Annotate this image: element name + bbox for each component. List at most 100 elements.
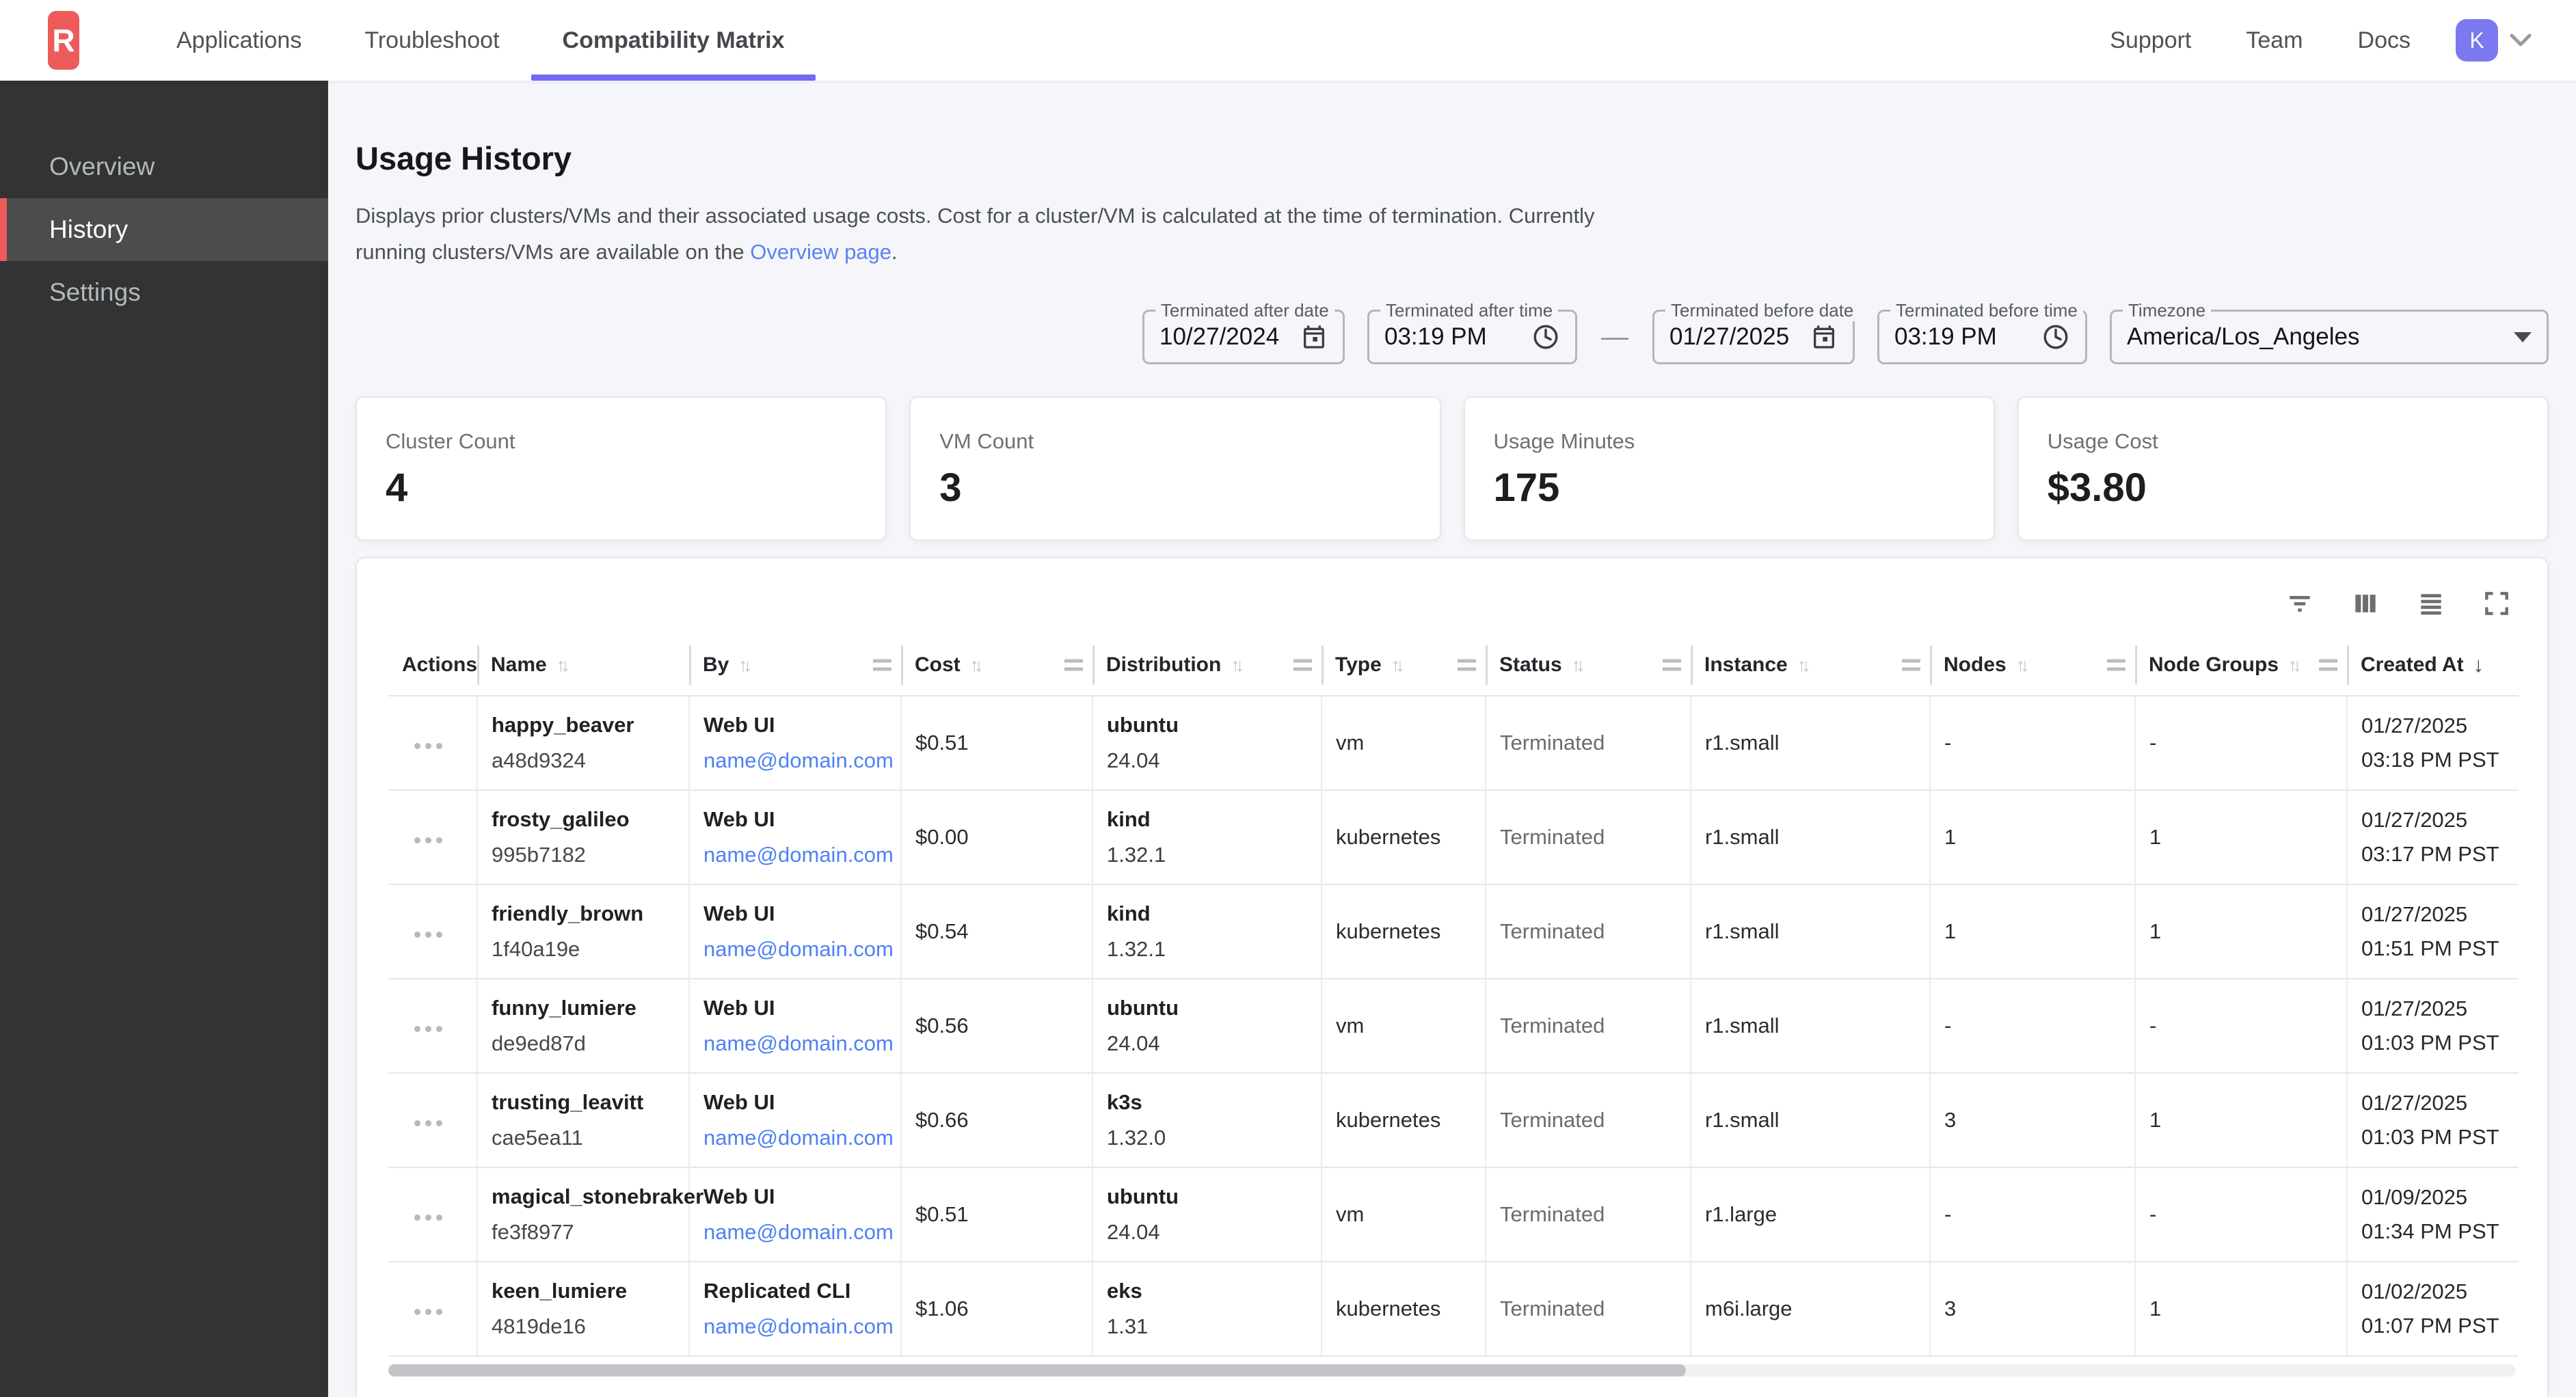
- sort-icon[interactable]: ↑↓: [1231, 654, 1244, 675]
- row-actions-button[interactable]: [407, 736, 449, 756]
- row-actions-button[interactable]: [407, 830, 449, 850]
- column-menu-icon[interactable]: [1064, 659, 1083, 671]
- row-actions-button[interactable]: [407, 925, 449, 945]
- status-cell: Terminated: [1485, 1072, 1691, 1167]
- nav-item-applications[interactable]: Applications: [176, 27, 302, 53]
- column-header-by[interactable]: By ↑↓: [689, 635, 901, 696]
- row-actions-button[interactable]: [407, 1113, 449, 1133]
- column-menu-icon[interactable]: [1293, 659, 1312, 671]
- sort-icon[interactable]: ↑↓: [556, 654, 570, 675]
- row-actions-button[interactable]: [407, 1208, 449, 1228]
- nav-item-docs[interactable]: Docs: [2357, 27, 2411, 53]
- distribution-version: 1.32.1: [1107, 843, 1166, 867]
- column-menu-icon[interactable]: [1663, 659, 1681, 671]
- calendar-icon[interactable]: [1288, 323, 1328, 351]
- distribution-cell: ubuntu 24.04: [1092, 1167, 1321, 1262]
- distribution-name: ubuntu: [1107, 1184, 1179, 1208]
- columns-icon[interactable]: [2350, 588, 2380, 619]
- terminated-after-date-value: 10/27/2024: [1159, 323, 1280, 350]
- nav-item-troubleshoot[interactable]: Troubleshoot: [364, 27, 500, 53]
- row-actions-button[interactable]: [407, 1302, 449, 1322]
- sort-icon[interactable]: ↑↓: [1571, 654, 1585, 675]
- terminated-before-date-field[interactable]: Terminated before date 01/27/2025: [1652, 300, 1860, 364]
- created-at-cell: 01/27/2025 03:18 PM PST: [2346, 695, 2519, 790]
- cluster-name: keen_lumiere: [492, 1279, 628, 1303]
- column-header-created-at[interactable]: Created At ↓: [2347, 635, 2519, 696]
- column-header-distribution[interactable]: Distribution ↑↓: [1092, 635, 1321, 696]
- nav-item-support[interactable]: Support: [2110, 27, 2192, 53]
- type-cell: kubernetes: [1321, 884, 1486, 979]
- node-groups-cell: 1: [2134, 1261, 2347, 1357]
- name-cell: funny_lumiere de9ed87d: [477, 978, 689, 1073]
- terminated-after-time-field[interactable]: Terminated after time 03:19 PM: [1367, 300, 1577, 364]
- column-menu-icon[interactable]: [1902, 659, 1920, 671]
- column-header-name[interactable]: Name ↑↓: [477, 635, 689, 696]
- column-header-status[interactable]: Status ↑↓: [1486, 635, 1691, 696]
- sort-desc-icon[interactable]: ↓: [2473, 653, 2484, 677]
- stat-value: $3.80: [2047, 465, 2147, 510]
- calendar-icon[interactable]: [1798, 323, 1838, 351]
- instance-cell: r1.small: [1690, 789, 1930, 884]
- nodes-cell: 3: [1929, 1072, 2135, 1167]
- by-email-link[interactable]: name@domain.com: [703, 843, 894, 867]
- clock-icon[interactable]: [2029, 323, 2070, 351]
- column-menu-icon[interactable]: [1458, 659, 1476, 671]
- distribution-version: 1.32.0: [1107, 1126, 1166, 1150]
- created-at-cell: 01/27/2025 03:17 PM PST: [2346, 789, 2519, 884]
- terminated-before-time-field[interactable]: Terminated before time 03:19 PM: [1877, 300, 2087, 364]
- table-row: friendly_brown 1f40a19e Web UI name@doma…: [388, 884, 2519, 979]
- by-email-link[interactable]: name@domain.com: [703, 748, 894, 772]
- row-actions-button[interactable]: [407, 1019, 449, 1039]
- column-header-cost[interactable]: Cost ↑↓: [901, 635, 1092, 696]
- terminated-after-date-label: Terminated after date: [1155, 300, 1334, 321]
- sidebar-item-overview[interactable]: Overview: [49, 152, 155, 180]
- sort-icon[interactable]: ↑↓: [738, 654, 752, 675]
- sidebar-item-settings[interactable]: Settings: [49, 278, 141, 306]
- terminated-before-date-label: Terminated before date: [1665, 300, 1860, 321]
- table-body: happy_beaver a48d9324 Web UI name@domain…: [388, 695, 2519, 1357]
- sort-icon[interactable]: ↑↓: [1797, 654, 1811, 675]
- instance-cell: r1.large: [1690, 1167, 1930, 1262]
- cluster-id: cae5ea11: [492, 1126, 583, 1150]
- type-cell: kubernetes: [1321, 1072, 1486, 1167]
- nodes-cell: 1: [1929, 884, 2135, 979]
- sidebar-item-history[interactable]: History: [0, 198, 328, 261]
- sort-icon[interactable]: ↑↓: [2288, 654, 2302, 675]
- created-date: 01/27/2025: [2361, 1091, 2468, 1115]
- column-header-nodes[interactable]: Nodes ↑↓: [1930, 635, 2135, 696]
- filter-icon[interactable]: [2285, 588, 2315, 619]
- sort-icon[interactable]: ↑↓: [969, 654, 984, 675]
- column-header-node-groups[interactable]: Node Groups ↑↓: [2135, 635, 2347, 696]
- fullscreen-icon[interactable]: [2482, 588, 2512, 619]
- caret-down-icon: [2514, 331, 2532, 342]
- scrollbar-track: [388, 1364, 2516, 1376]
- by-cell: Web UI name@domain.com: [688, 1072, 901, 1167]
- sort-icon[interactable]: ↑↓: [1391, 654, 1405, 675]
- account-menu-button[interactable]: K: [2456, 19, 2532, 62]
- by-email-link[interactable]: name@domain.com: [703, 1031, 894, 1055]
- column-menu-icon[interactable]: [873, 659, 891, 671]
- nav-item-team[interactable]: Team: [2246, 27, 2303, 53]
- column-menu-icon[interactable]: [2319, 659, 2337, 671]
- by-email-link[interactable]: name@domain.com: [703, 1314, 894, 1338]
- created-date: 01/02/2025: [2361, 1279, 2468, 1303]
- by-email-link[interactable]: name@domain.com: [703, 937, 894, 961]
- column-header-instance[interactable]: Instance ↑↓: [1691, 635, 1930, 696]
- column-menu-icon[interactable]: [2107, 659, 2125, 671]
- column-header-type[interactable]: Type ↑↓: [1321, 635, 1486, 696]
- scrollbar-thumb[interactable]: [388, 1364, 1687, 1376]
- clock-icon[interactable]: [1519, 323, 1560, 351]
- timezone-select[interactable]: Timezone America/Los_Angeles: [2110, 300, 2549, 364]
- terminated-after-date-field[interactable]: Terminated after date 10/27/2024: [1142, 300, 1345, 364]
- by-email-link[interactable]: name@domain.com: [703, 1220, 894, 1244]
- by-email-link[interactable]: name@domain.com: [703, 1126, 894, 1150]
- nav-item-compatibility-matrix[interactable]: Compatibility Matrix: [531, 0, 816, 81]
- stat-card-usage-cost: Usage Cost $3.80: [2017, 396, 2549, 541]
- replicated-logo[interactable]: R: [48, 11, 79, 70]
- created-date: 01/27/2025: [2361, 714, 2468, 737]
- density-icon[interactable]: [2416, 588, 2446, 619]
- distribution-version: 24.04: [1107, 748, 1160, 772]
- overview-page-link[interactable]: Overview page: [750, 240, 892, 264]
- filter-bar: Terminated after date 10/27/2024 Termina…: [355, 300, 2549, 364]
- sort-icon[interactable]: ↑↓: [2015, 654, 2030, 675]
